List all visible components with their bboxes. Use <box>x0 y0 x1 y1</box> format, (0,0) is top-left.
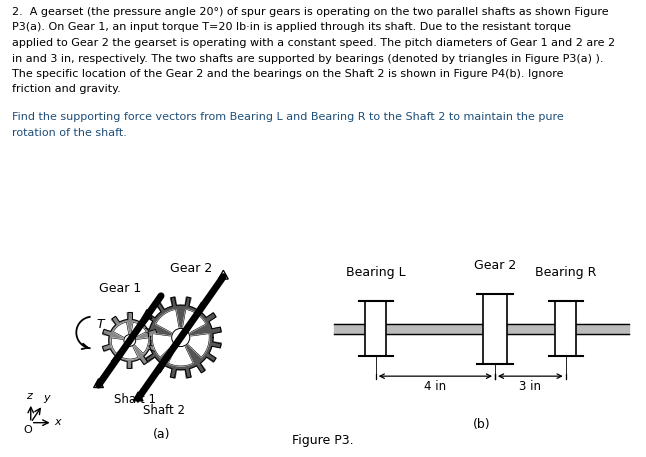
Text: (a): (a) <box>152 429 171 441</box>
Text: Shaft 2: Shaft 2 <box>143 404 185 417</box>
Text: rotation of the shaft.: rotation of the shaft. <box>12 128 127 138</box>
Polygon shape <box>156 309 179 333</box>
Text: T: T <box>96 318 104 331</box>
Text: 2.  A gearset (the pressure angle 20°) of spur gears is operating on the two par: 2. A gearset (the pressure angle 20°) of… <box>12 7 609 17</box>
Text: Gear 2: Gear 2 <box>169 262 212 275</box>
Polygon shape <box>152 334 173 357</box>
Text: x: x <box>54 417 61 427</box>
Polygon shape <box>207 313 216 321</box>
Polygon shape <box>183 309 206 333</box>
Polygon shape <box>171 297 176 306</box>
Text: Gear 1: Gear 1 <box>99 282 141 295</box>
Circle shape <box>124 335 136 346</box>
Polygon shape <box>145 354 155 362</box>
Polygon shape <box>145 313 155 321</box>
Polygon shape <box>109 319 151 361</box>
Polygon shape <box>111 338 125 353</box>
Text: O: O <box>23 425 32 435</box>
Bar <box>555 301 576 356</box>
Polygon shape <box>149 329 157 336</box>
Text: (b): (b) <box>472 418 490 430</box>
Polygon shape <box>171 369 176 378</box>
Text: Figure P3.: Figure P3. <box>292 434 354 447</box>
Polygon shape <box>212 342 221 348</box>
Polygon shape <box>141 316 149 324</box>
Polygon shape <box>111 356 119 365</box>
Bar <box>483 293 506 364</box>
Polygon shape <box>207 354 216 362</box>
Polygon shape <box>135 338 149 353</box>
Text: z: z <box>26 391 32 401</box>
Polygon shape <box>140 342 149 348</box>
Polygon shape <box>197 363 205 373</box>
Polygon shape <box>197 302 205 312</box>
Polygon shape <box>185 369 191 378</box>
Text: Bearing L: Bearing L <box>346 266 406 279</box>
Polygon shape <box>156 302 164 312</box>
Polygon shape <box>131 322 146 337</box>
Text: applied to Gear 2 the gearset is operating with a constant speed. The pitch diam: applied to Gear 2 the gearset is operati… <box>12 38 615 48</box>
Polygon shape <box>149 305 213 370</box>
Text: Gear 2: Gear 2 <box>474 259 516 271</box>
Polygon shape <box>114 322 129 337</box>
Text: Shaft 1: Shaft 1 <box>114 393 156 406</box>
Polygon shape <box>122 346 138 359</box>
Polygon shape <box>185 297 191 306</box>
Polygon shape <box>103 345 110 351</box>
Text: 3 in: 3 in <box>519 380 541 393</box>
Polygon shape <box>127 361 132 368</box>
Polygon shape <box>188 334 209 357</box>
Polygon shape <box>111 316 119 324</box>
Polygon shape <box>127 313 132 319</box>
Polygon shape <box>141 356 149 365</box>
Bar <box>365 301 386 356</box>
Text: Bearing R: Bearing R <box>535 266 596 279</box>
Text: P3(a). On Gear 1, an input torque T=20 lb·in is applied through its shaft. Due t: P3(a). On Gear 1, an input torque T=20 l… <box>12 22 571 32</box>
Circle shape <box>172 329 190 346</box>
Text: Find the supporting force vectors from Bearing L and Bearing R to the Shaft 2 to: Find the supporting force vectors from B… <box>12 112 564 122</box>
Polygon shape <box>169 347 193 366</box>
Text: y: y <box>44 393 50 403</box>
Polygon shape <box>149 345 157 351</box>
Polygon shape <box>140 327 149 333</box>
Text: The specific location of the Gear 2 and the bearings on the Shaft 2 is shown in : The specific location of the Gear 2 and … <box>12 69 563 79</box>
Text: friction and gravity.: friction and gravity. <box>12 85 121 95</box>
Polygon shape <box>212 327 221 333</box>
Polygon shape <box>156 363 164 373</box>
Text: in and 3 in, respectively. The two shafts are supported by bearings (denoted by : in and 3 in, respectively. The two shaft… <box>12 53 603 64</box>
Polygon shape <box>103 329 110 336</box>
Text: 4 in: 4 in <box>424 380 446 393</box>
